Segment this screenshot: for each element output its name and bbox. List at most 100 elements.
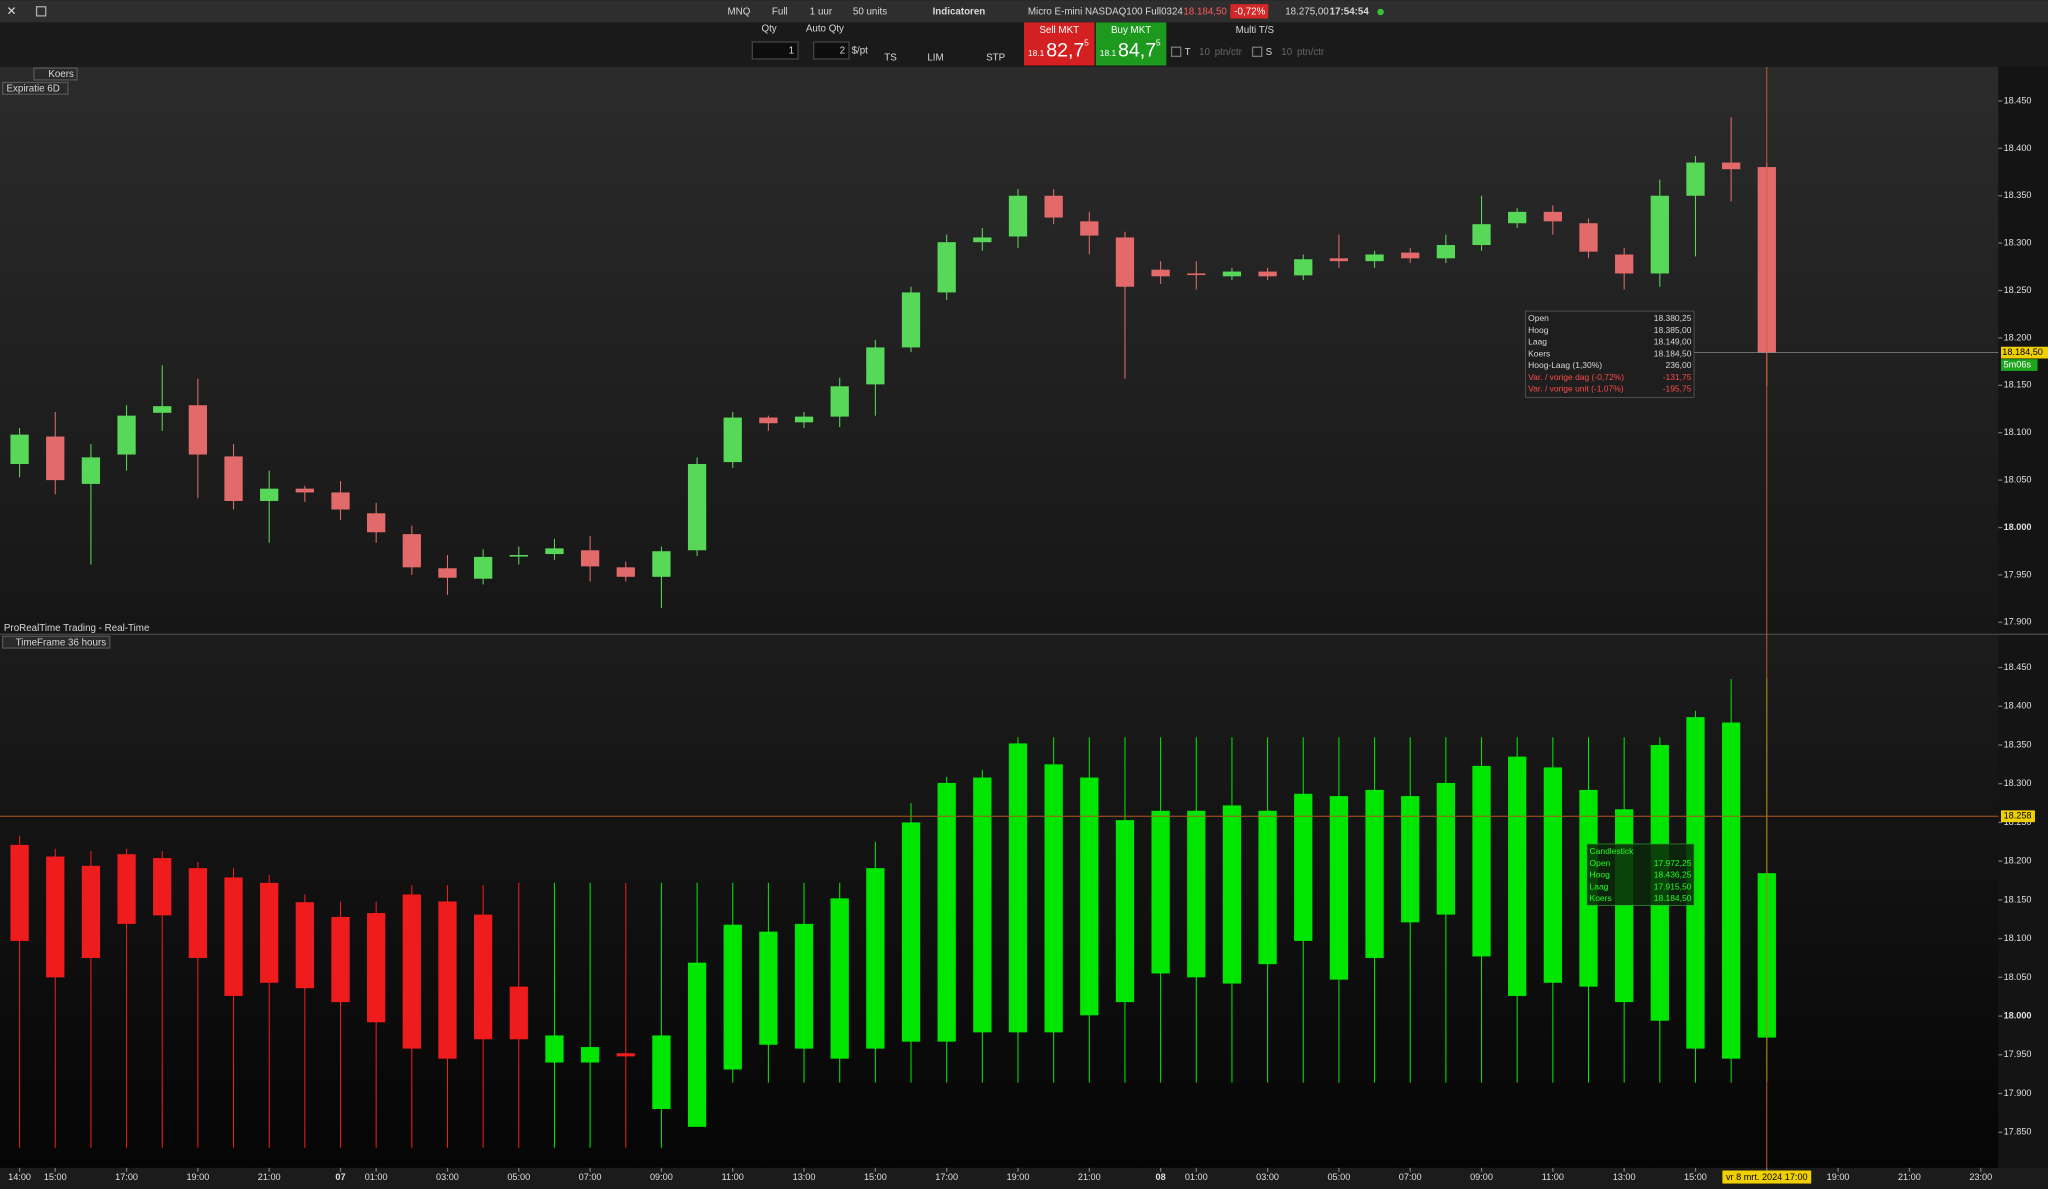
tooltip-value: 18.184,50 bbox=[1654, 893, 1692, 903]
x-tick-label: 21:00 bbox=[1898, 1172, 1921, 1182]
x-tick-label: 03:00 bbox=[436, 1172, 459, 1182]
t-checkbox[interactable] bbox=[1170, 46, 1182, 58]
status-dot bbox=[1377, 8, 1384, 16]
tooltip-label: Laag bbox=[1528, 337, 1547, 347]
x-tick-label: 07 bbox=[335, 1172, 345, 1182]
candle-body bbox=[1222, 805, 1242, 984]
candle-body bbox=[1258, 271, 1277, 277]
tooltip-value: 18.385,00 bbox=[1654, 325, 1692, 335]
auto-qty[interactable]: Auto Qty bbox=[806, 24, 844, 35]
y-tick-label: 17.950 bbox=[2004, 569, 2032, 579]
y-tick-label: 17.850 bbox=[2004, 1127, 2032, 1137]
candle-body bbox=[331, 916, 350, 1003]
candle-body bbox=[1721, 162, 1741, 170]
mode[interactable]: Full bbox=[772, 7, 788, 18]
sell-frac: 5 bbox=[1084, 38, 1089, 48]
candle-body bbox=[295, 902, 314, 989]
tooltip bbox=[1525, 310, 1695, 398]
t-value[interactable]: 10 bbox=[1199, 47, 1210, 58]
tooltip-label: Koers bbox=[1590, 893, 1612, 903]
candle-body bbox=[1115, 237, 1135, 287]
candle-body bbox=[901, 822, 921, 1042]
candle-body bbox=[1008, 195, 1028, 237]
prev-close: 18.275,00 bbox=[1285, 7, 1329, 18]
y-tick-label: 18.350 bbox=[2004, 190, 2032, 200]
y-tick-label: 18.300 bbox=[2004, 238, 2032, 248]
countdown-tag bbox=[2000, 359, 2038, 371]
last-price: 18.184,50 bbox=[1183, 7, 1227, 18]
y-tick-label: 18.400 bbox=[2004, 143, 2032, 153]
tooltip-value: 17.972,25 bbox=[1654, 858, 1692, 868]
candle-body bbox=[509, 986, 528, 1040]
interval[interactable]: 1 uur bbox=[810, 7, 833, 18]
symbol[interactable]: MNQ bbox=[728, 7, 751, 18]
tooltip-title: Candlestick bbox=[1590, 846, 1635, 856]
candle-body bbox=[759, 931, 778, 1045]
units[interactable]: 50 units bbox=[853, 7, 887, 18]
buy-label: Buy MKT bbox=[1111, 25, 1151, 36]
y-tick-label: 17.900 bbox=[2004, 617, 2032, 627]
lim-button[interactable]: LIM bbox=[927, 52, 943, 63]
last-price-label: 18.184,50 bbox=[2002, 347, 2043, 357]
tooltip-value: 18.380,25 bbox=[1654, 313, 1692, 323]
instrument: Micro E-mini NASDAQ100 Full0324 bbox=[1028, 7, 1183, 18]
candle-body bbox=[937, 242, 956, 293]
candle-body bbox=[1187, 273, 1206, 276]
candle-body bbox=[1436, 245, 1456, 259]
x-tick-label: 15:00 bbox=[44, 1172, 67, 1182]
candle-body bbox=[473, 556, 493, 579]
candle-body bbox=[1579, 223, 1598, 252]
candle-body bbox=[1543, 767, 1562, 983]
window-close[interactable]: ✕ bbox=[7, 5, 17, 18]
y-tick-label: 18.150 bbox=[2004, 894, 2032, 904]
hline-tag bbox=[2000, 810, 2035, 823]
tooltip-value: 18.149,00 bbox=[1654, 337, 1692, 347]
sell-button[interactable] bbox=[1024, 22, 1095, 66]
candle-body bbox=[794, 416, 814, 423]
t-label: T bbox=[1185, 47, 1191, 58]
candle-body bbox=[580, 550, 600, 567]
y-tick-label: 18.200 bbox=[2004, 856, 2032, 866]
x-tick-label: 19:00 bbox=[1007, 1172, 1030, 1182]
x-tick-label: 19:00 bbox=[1827, 1172, 1850, 1182]
tooltip-label: Koers bbox=[1528, 348, 1550, 358]
candle-body bbox=[973, 237, 992, 243]
ts-button[interactable]: TS bbox=[884, 52, 897, 63]
s-value[interactable]: 10 bbox=[1281, 47, 1292, 58]
multi-ts[interactable]: Multi T/S bbox=[1236, 25, 1275, 36]
candle-body bbox=[260, 882, 279, 983]
panel-subtitle: Expiratie 6D bbox=[7, 84, 60, 95]
x-tick-label: 15:00 bbox=[864, 1172, 887, 1182]
candle-body bbox=[81, 865, 101, 958]
candle-body bbox=[1472, 765, 1491, 957]
x-tick-label: 01:00 bbox=[365, 1172, 388, 1182]
qty-input[interactable] bbox=[751, 41, 799, 60]
candle-body bbox=[1615, 809, 1634, 1003]
candle-body bbox=[402, 894, 421, 1049]
y-tick-label: 18.250 bbox=[2004, 285, 2032, 295]
candle-body bbox=[367, 513, 386, 533]
x-tick-label: vr 8 mrt. 2024 17:00 bbox=[1726, 1172, 1808, 1182]
candle-body bbox=[794, 923, 814, 1049]
stp-button[interactable]: STP bbox=[986, 52, 1005, 63]
lots-input[interactable] bbox=[813, 41, 850, 60]
y-tick-label: 18.450 bbox=[2004, 95, 2032, 105]
candle-body bbox=[1329, 258, 1349, 262]
window-maximize[interactable] bbox=[35, 6, 47, 17]
tooltip-label: Var. / vorige unit (-1,07%) bbox=[1528, 384, 1624, 394]
candle-body bbox=[973, 777, 992, 1033]
s-checkbox[interactable] bbox=[1251, 46, 1263, 58]
candle-body bbox=[1721, 722, 1741, 1059]
candle-body bbox=[367, 913, 386, 1023]
indicators[interactable]: Indicatoren bbox=[933, 7, 986, 18]
candle-body bbox=[188, 868, 208, 958]
x-tick-label: 03:00 bbox=[1256, 1172, 1279, 1182]
buy-price: 84,7 bbox=[1118, 39, 1156, 61]
x-tick-label: 11:00 bbox=[722, 1172, 744, 1182]
sell-big: 18.1 bbox=[1028, 48, 1045, 58]
candle-body bbox=[616, 567, 635, 577]
buy-button[interactable] bbox=[1095, 22, 1167, 66]
candle-body bbox=[473, 914, 493, 1040]
